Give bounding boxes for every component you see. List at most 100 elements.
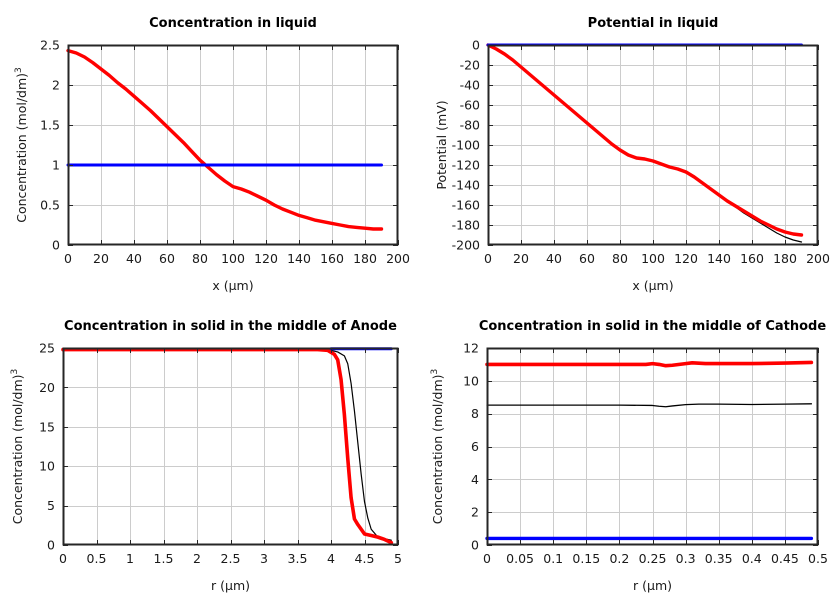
series-simulation-red: [485, 360, 814, 368]
chart-concentration-in-solid-anode: Concentration in solid in the middle of …: [10, 319, 402, 593]
x-tick-label: 120: [674, 251, 698, 266]
y-tick-label: 1.5: [40, 118, 60, 133]
x-axis-label: r (µm): [211, 578, 250, 593]
x-tick-label: 140: [287, 251, 311, 266]
y-tick-label: -180: [452, 218, 480, 233]
x-tick-label: 80: [192, 251, 208, 266]
y-tick-label: 1: [52, 158, 60, 173]
y-tick-label: 0: [472, 38, 480, 53]
x-tick-label: 180: [353, 251, 377, 266]
x-tick-label: 5: [394, 551, 402, 566]
chart-title: Concentration in solid in the middle of …: [64, 319, 397, 334]
y-tick-label: 0.5: [40, 198, 60, 213]
x-tick-label: 80: [612, 251, 628, 266]
x-tick-label: 0.45: [771, 551, 799, 566]
y-tick-label: -100: [452, 138, 480, 153]
x-tick-label: 0: [483, 551, 491, 566]
x-tick-label: 4.5: [355, 551, 375, 566]
x-tick-label: 0.25: [639, 551, 667, 566]
y-tick-label: 20: [39, 380, 55, 395]
x-tick-label: 4: [327, 551, 335, 566]
y-tick-label: 2.5: [40, 38, 60, 53]
x-tick-label: 160: [740, 251, 764, 266]
y-tick-label: 0: [47, 538, 55, 553]
x-tick-label: 100: [641, 251, 665, 266]
x-tick-label: 0.5: [808, 551, 828, 566]
x-axis-label: r (µm): [633, 578, 672, 593]
chart-concentration-in-liquid: Concentration in liquid 0 20 40 60 80 100 120 14…: [14, 16, 410, 293]
y-tick-label: 2: [471, 505, 479, 520]
series-simulation-red: [486, 43, 804, 237]
y-axis-label: Potential (mV): [434, 100, 449, 189]
x-tick-label: 20: [93, 251, 109, 266]
chart-title: Concentration in liquid: [149, 16, 317, 31]
x-tick-label: 3: [260, 551, 268, 566]
x-tick-label: 2: [193, 551, 201, 566]
x-tick-label: 0: [484, 251, 492, 266]
y-tick-label: 2: [52, 78, 60, 93]
y-tick-label: -20: [460, 58, 480, 73]
x-tick-label: 40: [546, 251, 562, 266]
panel-potential-in-liquid: Potential in liquid 0 20 40 60 80 100 120 140 160…: [420, 0, 840, 300]
series-simulation-red: [66, 48, 384, 231]
y-tick-label: 12: [463, 341, 479, 356]
x-tick-label: 0.05: [506, 551, 534, 566]
x-tick-label: 40: [126, 251, 142, 266]
series-reference-black: [486, 403, 813, 408]
y-tick-label: -200: [452, 238, 480, 253]
x-tick-label: 200: [806, 251, 830, 266]
plot-frame: [486, 347, 819, 546]
y-tick-label: -40: [460, 78, 480, 93]
panel-concentration-in-liquid: Concentration in liquid 0 20 40 60 80 100 120 14…: [0, 0, 420, 300]
y-tick-label: 6: [471, 439, 479, 454]
y-axis-label: Concentration (mol/dm)3: [14, 67, 29, 223]
x-tick-label: 20: [513, 251, 529, 266]
y-tick-label: -160: [452, 198, 480, 213]
y-tick-label: -60: [460, 98, 480, 113]
x-tick-label: 0.1: [543, 551, 563, 566]
x-tick-label: 0.2: [609, 551, 629, 566]
y-axis-label: Concentration (mol/dm)3: [10, 369, 25, 525]
y-tick-label: 10: [39, 459, 55, 474]
x-tick-label: 1: [126, 551, 134, 566]
x-axis-label: x (µm): [632, 278, 673, 293]
y-tick-label: -140: [452, 178, 480, 193]
y-axis-label: Concentration (mol/dm)3: [430, 369, 445, 525]
chart-potential-in-liquid: Potential in liquid 0 20 40 60 80 100 120 140 160…: [434, 16, 830, 293]
plot-frame: [62, 347, 399, 546]
x-tick-label: 100: [221, 251, 245, 266]
x-tick-label: 0: [59, 551, 67, 566]
y-tick-label: 5: [47, 498, 55, 513]
x-tick-label: 180: [773, 251, 797, 266]
y-tick-label: 25: [39, 341, 55, 356]
panel-concentration-in-solid-anode: Concentration in solid in the middle of …: [0, 300, 420, 600]
x-tick-label: 0.35: [705, 551, 733, 566]
y-tick-label: -80: [460, 118, 480, 133]
series-simulation-red: [61, 347, 394, 545]
x-tick-label: 2.5: [221, 551, 241, 566]
x-tick-label: 0.3: [676, 551, 696, 566]
chart-title: Concentration in solid in the middle of …: [479, 319, 827, 334]
x-tick-label: 60: [159, 251, 175, 266]
y-tick-label: -120: [452, 158, 480, 173]
x-tick-label: 0.5: [87, 551, 107, 566]
y-tick-label: 15: [39, 419, 55, 434]
x-tick-label: 160: [320, 251, 344, 266]
x-tick-label: 60: [579, 251, 595, 266]
y-tick-label: 0: [471, 538, 479, 553]
series-reference-black: [487, 44, 803, 243]
x-tick-label: 0.15: [572, 551, 600, 566]
x-tick-label: 200: [386, 251, 410, 266]
panel-concentration-in-solid-cathode: Concentration in solid in the middle of …: [420, 300, 840, 600]
y-tick-label: 0: [52, 238, 60, 253]
x-tick-label: 1.5: [154, 551, 174, 566]
x-tick-label: 3.5: [288, 551, 308, 566]
chart-title: Potential in liquid: [588, 16, 719, 31]
x-tick-label: 140: [707, 251, 731, 266]
x-axis-label: x (µm): [212, 278, 253, 293]
y-tick-label: 10: [463, 373, 479, 388]
chart-concentration-in-solid-cathode: Concentration in solid in the middle of …: [430, 319, 828, 593]
y-tick-label: 4: [471, 472, 479, 487]
x-tick-label: 120: [254, 251, 278, 266]
